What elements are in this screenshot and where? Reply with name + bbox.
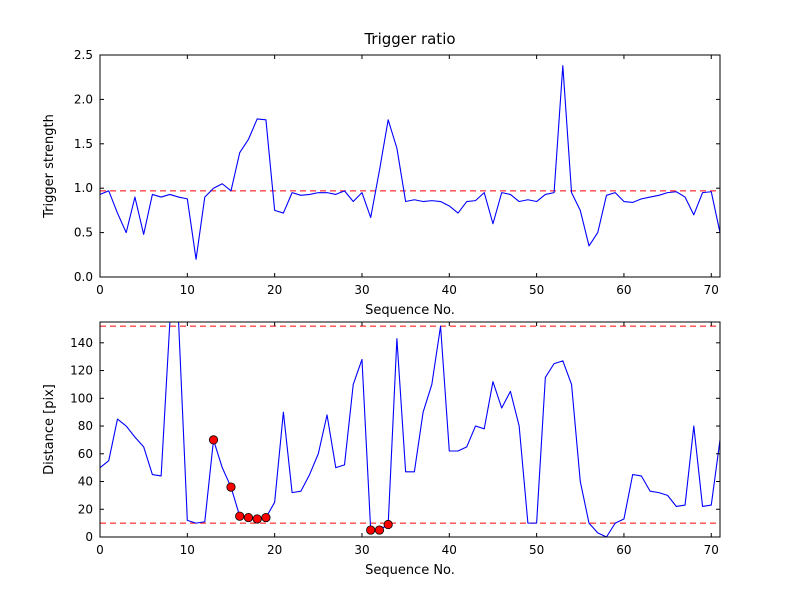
- x-tick-label: 60: [616, 283, 631, 297]
- y-tick-label: 40: [78, 475, 93, 489]
- y-tick-label: 1.0: [74, 181, 93, 195]
- marker-point: [374, 525, 385, 535]
- x-tick-label: 40: [442, 543, 457, 557]
- x-tick-label: 20: [267, 283, 282, 297]
- x-axis-label: Sequence No.: [365, 303, 455, 318]
- y-tick-label: 80: [78, 419, 93, 433]
- x-tick-label: 20: [267, 543, 282, 557]
- series-line: [99, 321, 721, 538]
- marker-point: [252, 514, 262, 524]
- y-axis-label: Distance [pix]: [42, 384, 57, 475]
- x-tick-label: 10: [180, 283, 195, 297]
- y-tick-label: 2.5: [74, 48, 93, 62]
- x-tick-label: 50: [529, 283, 544, 297]
- top-subplot-trigger-strength: 0 10 20 30 40 50 60 70 0.0 0.5 1.0 1.5 2.0 2.5 Trigger…: [42, 30, 721, 318]
- x-tick-label: 30: [354, 543, 369, 557]
- chart-title: Trigger ratio: [363, 30, 455, 48]
- marker-point: [208, 435, 219, 445]
- series-line: [99, 65, 721, 260]
- x-tick-label: 70: [704, 283, 719, 297]
- marker-point: [243, 512, 254, 523]
- y-tick-label: 120: [70, 364, 93, 378]
- axes-frame: [99, 321, 721, 538]
- marker-point: [261, 512, 271, 523]
- y-tick-label: 0.0: [74, 270, 93, 284]
- x-tick-label: 0: [96, 543, 104, 557]
- axes-frame: [99, 54, 721, 278]
- x-tick-label: 60: [616, 543, 631, 557]
- y-tick-label: 2.0: [74, 92, 93, 106]
- y-axis-label: Trigger strength: [42, 114, 57, 219]
- x-tick-label: 50: [529, 543, 544, 557]
- y-tick-label: 0: [85, 530, 93, 544]
- y-tick-label: 140: [70, 336, 93, 350]
- y-tick-label: 20: [78, 502, 93, 516]
- marker-point: [235, 511, 245, 521]
- y-tick-label: 0.5: [74, 226, 93, 240]
- x-tick-label: 30: [354, 283, 369, 297]
- marker-point: [226, 482, 236, 492]
- y-tick-label: 100: [70, 391, 93, 405]
- x-tick-label: 10: [180, 543, 195, 557]
- marker-point: [383, 519, 393, 530]
- bottom-subplot-distance: 0 10 20 30 40 50 60 70 0 20 40 60 80 100 120 140 Sequenc…: [42, 321, 721, 578]
- y-tick-label: 1.5: [74, 137, 93, 151]
- x-tick-label: 70: [704, 543, 719, 557]
- x-tick-label: 40: [442, 283, 457, 297]
- marker-point: [366, 525, 376, 535]
- x-axis-label: Sequence No.: [365, 563, 455, 578]
- y-tick-label: 60: [78, 447, 93, 461]
- x-tick-label: 0: [96, 283, 104, 297]
